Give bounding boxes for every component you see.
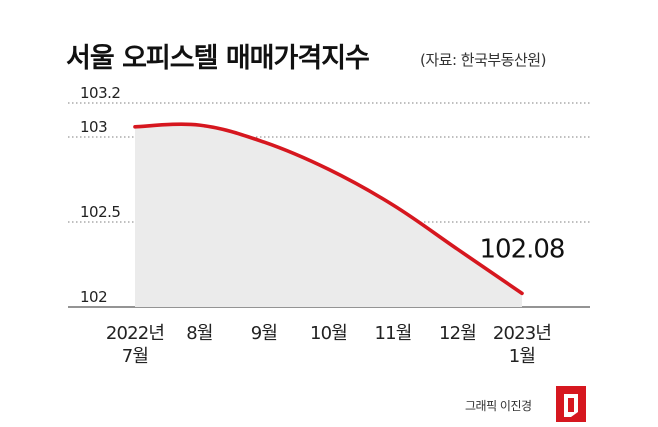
data-label-last: 102.08	[480, 234, 565, 264]
publisher-logo-icon	[556, 386, 586, 422]
x-tick-labels: 2022년 7월 8월 9월 10월 11월 12월 2023년 1월	[106, 323, 552, 367]
y-tick-labels: 102 102.5 103 103.2	[80, 84, 121, 306]
y-tick-label-0: 102	[80, 288, 107, 306]
graphic-credit: 그래픽 이진경	[465, 399, 532, 413]
x-tick-label-2: 9월	[251, 323, 277, 344]
x-tick-label-0: 2022년 7월	[106, 323, 164, 367]
y-tick-label-2: 103	[80, 118, 107, 136]
x-tick-label-6: 2023년 1월	[493, 323, 551, 367]
area-fill	[135, 124, 522, 307]
chart-title: 서울 오피스텔 매매가격지수	[66, 43, 370, 74]
x-tick-label-5: 12월	[439, 323, 476, 344]
source-note: (자료: 한국부동산원)	[420, 51, 546, 69]
x-tick-label-4: 11월	[374, 323, 411, 344]
series-line	[133, 122, 524, 296]
y-tick-label-3: 103.2	[80, 84, 120, 102]
x-tick-label-3: 10월	[310, 323, 347, 344]
y-tick-label-1: 102.5	[80, 203, 120, 221]
x-tick-label-1: 8월	[186, 323, 212, 344]
